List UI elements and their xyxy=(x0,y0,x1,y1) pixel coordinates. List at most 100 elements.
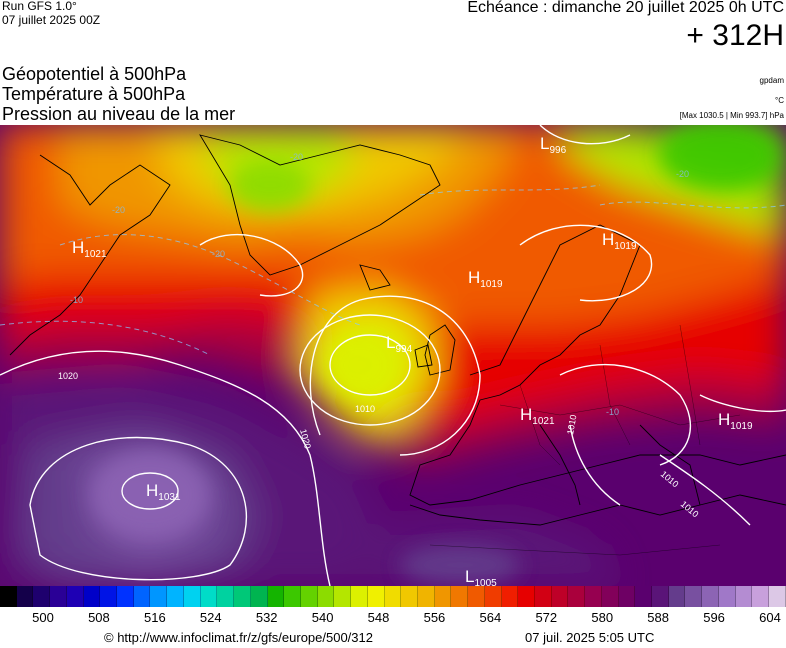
colorbar-swatch xyxy=(585,586,602,607)
map-svg: H1021 L996 H1019 H1019 L994 H1021 H1019 … xyxy=(0,125,786,586)
colorbar-swatch xyxy=(317,586,335,607)
colorbar-tick-label: 572 xyxy=(535,610,558,625)
colorbar-swatch xyxy=(434,586,452,607)
pressure-centers: H1021 L996 H1019 H1019 L994 H1021 H1019 … xyxy=(72,134,753,586)
colorbar-swatch xyxy=(0,586,17,607)
colorbar-swatch xyxy=(668,586,686,607)
colorbar-tick-label: 516 xyxy=(143,610,166,625)
footer-url: © http://www.infoclimat.fr/z/gfs/europe/… xyxy=(104,630,373,645)
colorbar-swatch xyxy=(150,586,168,607)
temp-label: -10 xyxy=(606,407,619,417)
colorbar-swatch xyxy=(518,586,535,607)
temp-label: -20 xyxy=(112,205,125,215)
colorbar-swatch xyxy=(568,586,586,607)
colorbar-tick-label: 500 xyxy=(32,610,54,625)
colorbar-swatch xyxy=(50,586,67,607)
isobar-label: 1010 xyxy=(355,404,375,414)
unit-temperature: °C xyxy=(775,96,784,105)
colorbar-swatch xyxy=(735,586,753,607)
temp-label: -20 xyxy=(212,249,225,259)
colorbar-swatch xyxy=(16,586,34,607)
weather-map: H1021 L996 H1019 H1019 L994 H1021 H1019 … xyxy=(0,125,786,586)
colorbar-swatch xyxy=(200,586,218,607)
colorbar-tick-label: 508 xyxy=(88,610,110,625)
temperature-labels: -20 -20 -20 -20 -10 -10 xyxy=(70,152,689,417)
colorbar-swatch xyxy=(300,586,318,607)
colorbar-tick-label: 564 xyxy=(479,610,502,625)
run-title: Run GFS 1.0° xyxy=(2,0,77,13)
colorbar-swatch xyxy=(451,586,469,607)
lead-time: + 312H xyxy=(686,19,784,52)
colorbar-swatch xyxy=(384,586,402,607)
colorbar-swatch xyxy=(484,586,502,607)
colorbar-swatch xyxy=(417,586,435,607)
colorbar-swatch xyxy=(33,586,51,607)
temp-label: -20 xyxy=(290,152,303,162)
low-center-ireland: L994 xyxy=(386,333,413,355)
isobar-label: 1010 xyxy=(565,414,578,435)
unit-geopotential: gpdam xyxy=(759,76,784,85)
colorbar-ticks: 500 508 516 524 532 540 548 556 564 572 580 588 596 6… xyxy=(0,608,786,626)
unit-pressure-range: [Max 1030.5 | Min 993.7] hPa xyxy=(679,111,784,120)
colorbar-swatch xyxy=(250,586,268,607)
colorbar-swatch xyxy=(133,586,151,607)
colorbar-tick-label: 588 xyxy=(647,610,669,625)
colorbar-swatch xyxy=(752,586,770,607)
coastlines xyxy=(9,134,786,526)
colorbar-tick-label: 548 xyxy=(367,610,390,625)
colorbar-swatch xyxy=(217,586,235,607)
colorbar-swatch xyxy=(501,586,519,607)
colorbar-swatch xyxy=(351,586,368,607)
colorbar-swatch xyxy=(367,586,385,607)
colorbar-swatch xyxy=(618,586,636,607)
colorbar-swatch xyxy=(702,586,719,607)
colorbar-tick-label: 532 xyxy=(255,610,278,625)
colorbar-tick-label: 540 xyxy=(311,610,334,625)
high-center-north-scandinavia: H1019 xyxy=(602,230,637,252)
colorbar-swatch xyxy=(234,586,251,607)
high-center-azores: H1031 xyxy=(146,481,181,503)
colorbar-swatch xyxy=(535,586,552,607)
colorbar-swatch xyxy=(183,586,201,607)
colorbar-swatch xyxy=(551,586,569,607)
colorbar-swatch xyxy=(468,586,485,607)
colorbar-swatch xyxy=(284,586,301,607)
colorbar-swatch xyxy=(401,586,418,607)
temp-label: -10 xyxy=(70,295,83,305)
colorbar-swatch xyxy=(685,586,703,607)
high-center-east-europe: H1019 xyxy=(718,410,753,432)
geopotential-field xyxy=(0,125,786,586)
temperature-contours xyxy=(0,184,786,356)
colorbar-swatch xyxy=(267,586,285,607)
colorbar xyxy=(0,586,786,607)
colorbar-tick-label: 556 xyxy=(423,610,446,625)
valid-time: Echéance : dimanche 20 juillet 2025 0h U… xyxy=(467,0,784,16)
parameter-geopotential: Géopotentiel à 500hPa xyxy=(2,64,187,84)
isobar-label: 1020 xyxy=(58,371,78,381)
colorbar-tick-label: 596 xyxy=(703,610,725,625)
temp-label: -20 xyxy=(676,169,689,179)
colorbar-swatch xyxy=(117,586,134,607)
colorbar-swatch xyxy=(769,586,786,607)
parameter-temperature: Température à 500hPa xyxy=(2,84,186,104)
run-date: 07 juillet 2025 00Z xyxy=(2,13,101,27)
high-center-central-europe: H1021 xyxy=(520,405,555,427)
low-center-sahara: L1005 xyxy=(465,567,497,586)
colorbar-swatch xyxy=(635,586,653,607)
colorbar-swatch xyxy=(334,586,352,607)
high-center-scandinavia: H1019 xyxy=(468,268,503,290)
isobars xyxy=(0,125,786,586)
colorbar-tick-label: 580 xyxy=(591,610,614,625)
colorbar-swatch xyxy=(601,586,619,607)
colorbar-swatch xyxy=(100,586,118,607)
colorbar-swatch xyxy=(83,586,101,607)
colorbar-swatch xyxy=(167,586,184,607)
colorbar-tick-label: 524 xyxy=(199,610,222,625)
parameter-pressure: Pression au niveau de la mer xyxy=(2,104,236,124)
footer-generated-time: 07 juil. 2025 5:05 UTC xyxy=(525,630,655,645)
colorbar-swatch xyxy=(652,586,669,607)
high-center-canada: H1021 xyxy=(72,238,107,260)
colorbar-swatch xyxy=(66,586,84,607)
colorbar-tick-label: 604 xyxy=(759,610,781,625)
colorbar-swatch xyxy=(718,586,736,607)
